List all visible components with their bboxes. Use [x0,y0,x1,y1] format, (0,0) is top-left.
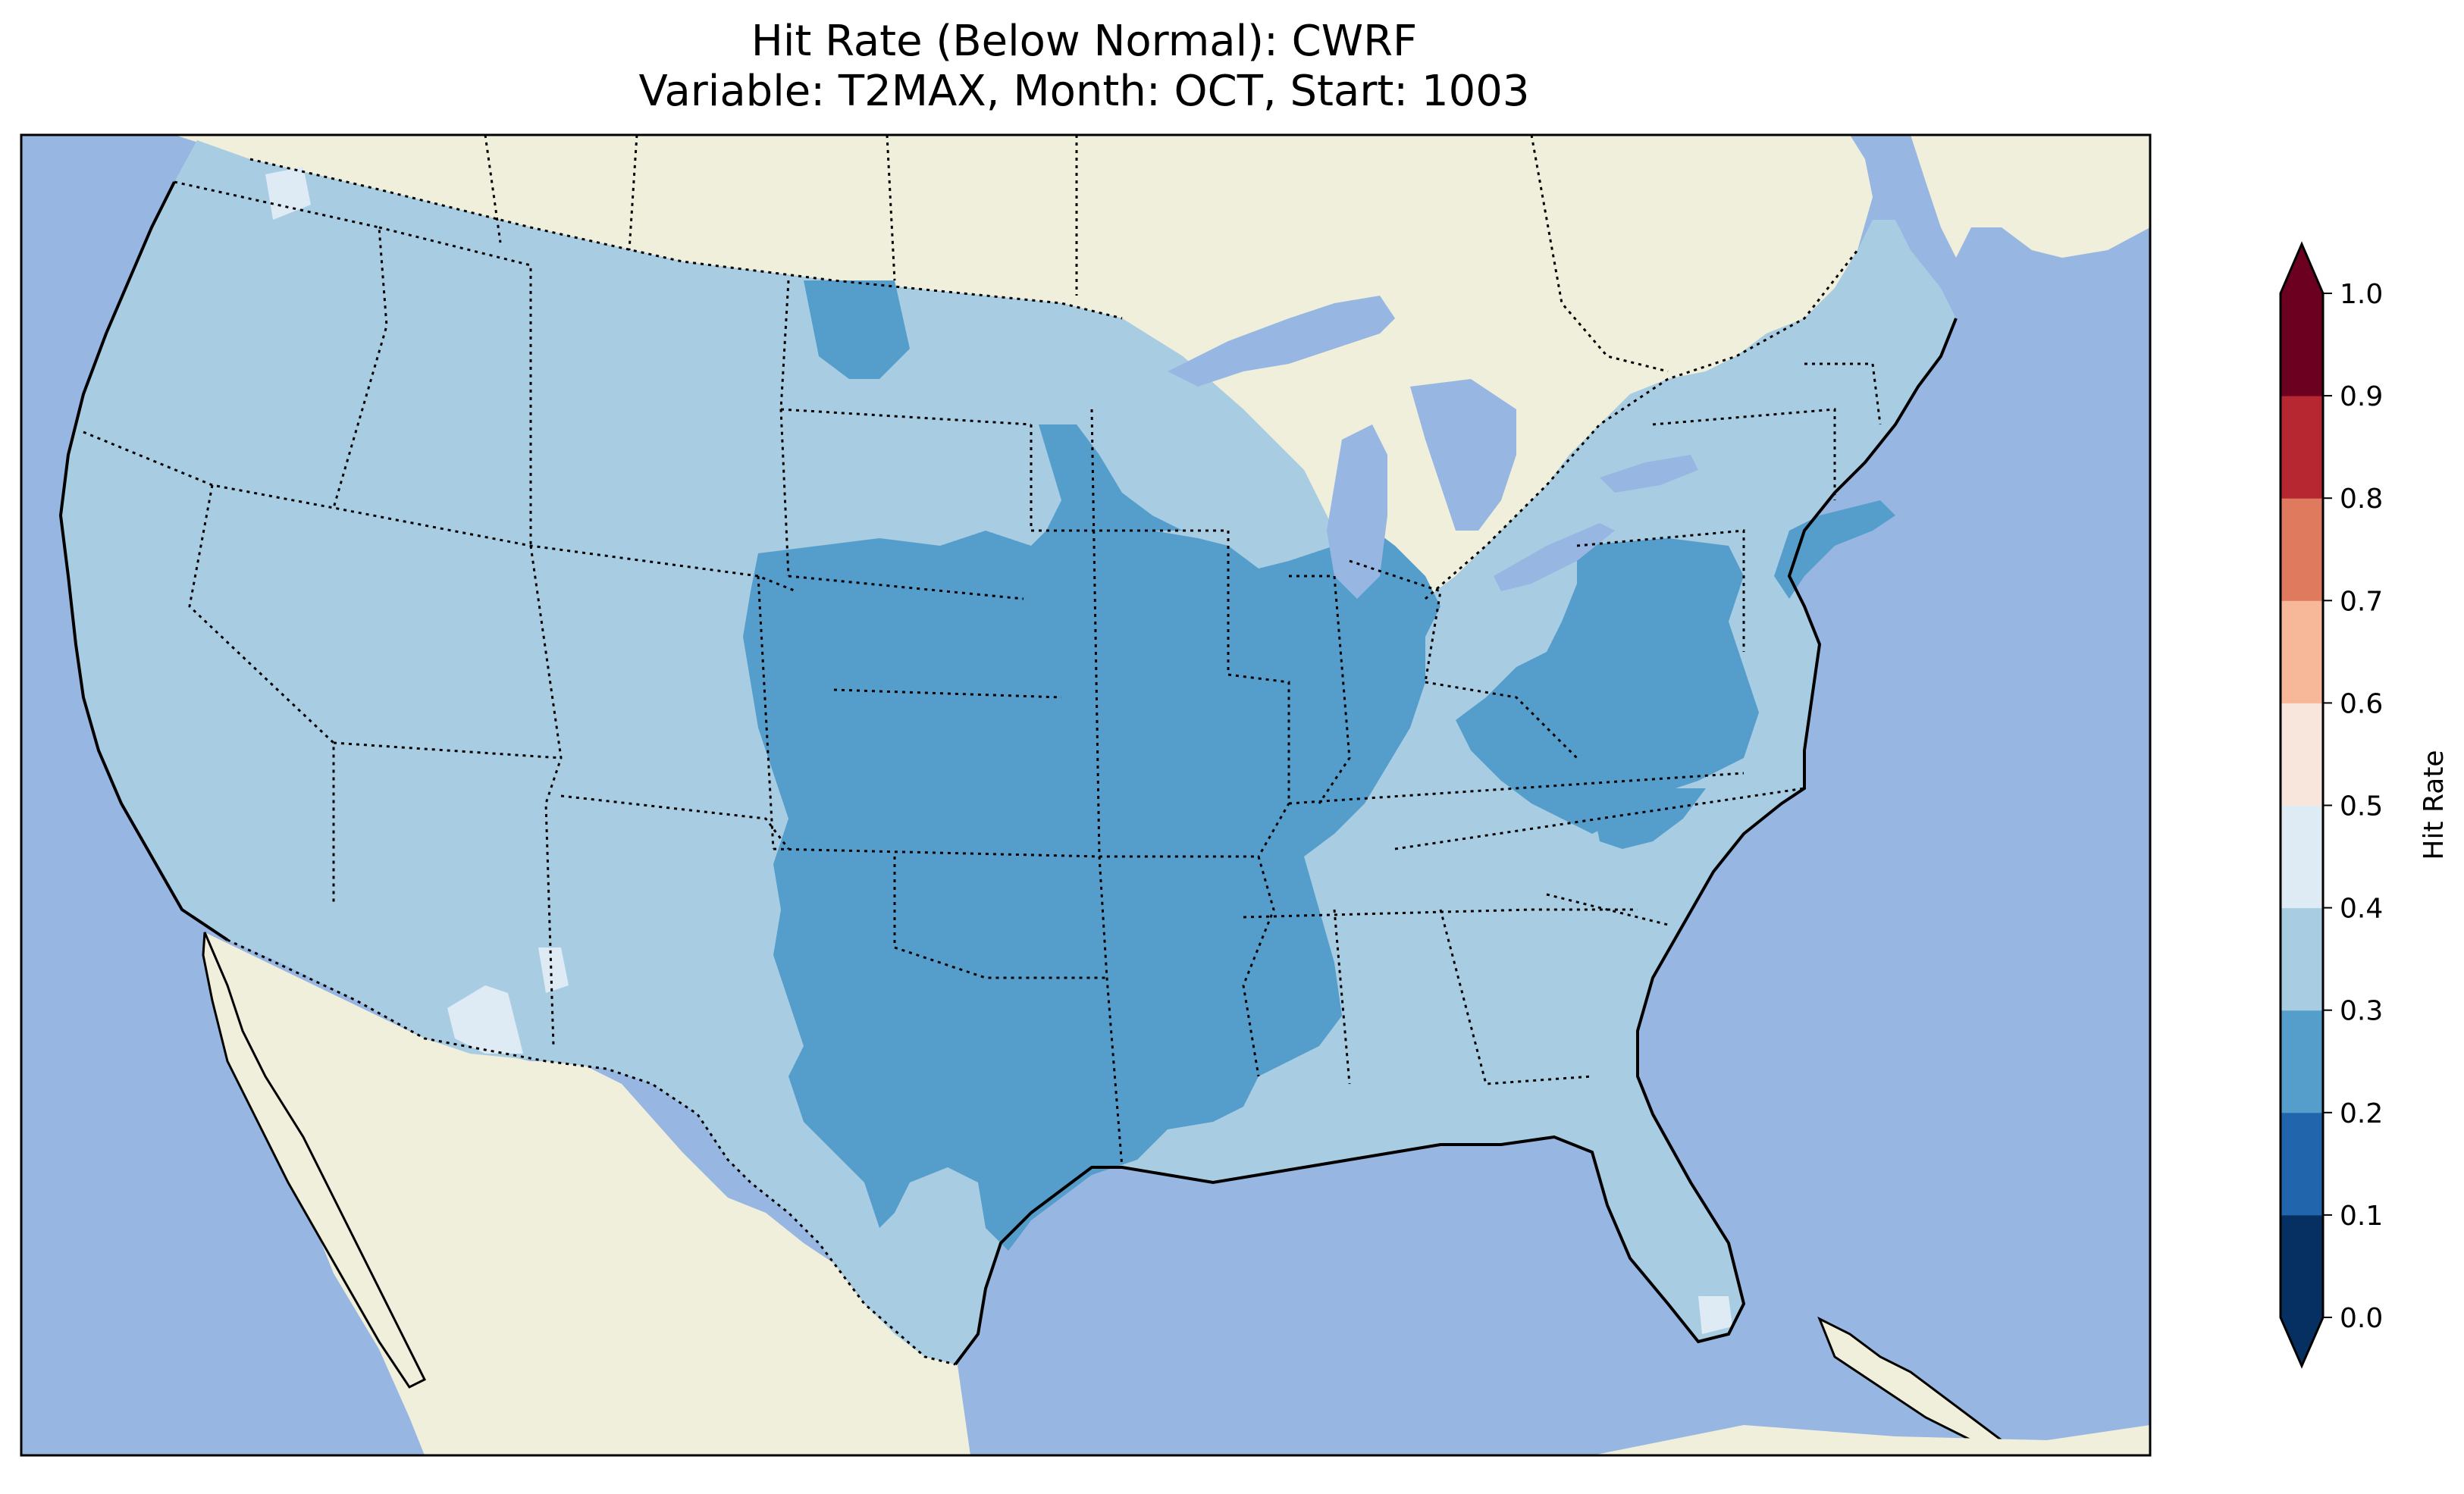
colorbar-tick-label: 0.5 [2340,791,2383,822]
coastline [58,181,229,941]
province-borders [484,135,1669,373]
lake-erie [1494,523,1615,591]
new-mexico-high-cell [538,947,569,993]
newfoundland-land [2047,182,2123,235]
lake-superior [1168,296,1395,387]
colorbar-bin-3 [2281,907,2323,1011]
colorbar-under-arrow [2281,1317,2323,1366]
title-line-2: Variable: T2MAX, Month: OCT, Start: 1003 [638,67,1530,116]
colorbar-bin-5 [2281,703,2323,806]
colorbar-label: Hit Rate [2419,750,2450,860]
upper-midwest-low-region [804,280,910,379]
arizona-high-cell [447,985,523,1054]
colorbar-tick-label: 0.4 [2340,894,2383,925]
colorbar-tick-label: 0.3 [2340,996,2383,1027]
colorbar-bin-1 [2281,1112,2323,1216]
international-borders [227,158,1859,1366]
colorbar-tick-label: 1.0 [2340,279,2383,310]
title-line-1: Hit Rate (Below Normal): CWRF [751,17,1418,66]
baja-land [202,932,427,1389]
florida-high-cell [1698,1296,1732,1334]
lake-ontario [1600,455,1698,493]
gulf-coastline [954,318,1958,1366]
lake-huron [1410,379,1516,531]
colorbar-over-arrow [2281,244,2323,293]
colorbar-tick-label: 0.9 [2340,381,2383,412]
colorbar-bins [2281,293,2323,1318]
northeast-low-region [1774,500,1895,599]
colorbar-bin-0 [2281,1214,2323,1318]
minnesota-low-region [1039,424,1183,531]
colorbar-bin-4 [2281,805,2323,909]
washington-high-cell [265,167,311,220]
colorbar-bin-7 [2281,498,2323,601]
colorbar-bin-8 [2281,396,2323,499]
colorbar-tick-label: 0.1 [2340,1201,2383,1232]
nc-low-region [1592,788,1706,849]
south-america-land [1592,1425,2150,1455]
colorbar-bin-6 [2281,600,2323,703]
colorbar-tick-label: 0.0 [2340,1303,2383,1334]
colorbar-tick-label: 0.8 [2340,484,2383,515]
colorbar-tick-label: 0.6 [2340,688,2383,719]
colorbar-bin-2 [2281,1010,2323,1113]
state-borders [83,180,1882,1168]
colorbar-tick-label: 0.7 [2340,586,2383,617]
colorbar-bin-9 [2281,293,2323,396]
cuba-land [1817,1316,2005,1442]
appalachian-low-region [1456,538,1759,834]
colorbar-tick-label: 0.2 [2340,1098,2383,1129]
map-frame [20,133,2152,1457]
map-title: Hit Rate (Below Normal): CWRF Variable: … [0,17,2168,117]
colorbar-ticks: 0.0 0.1 0.2 0.3 0.4 0.5 0.6 0.7 0.8 0.9 1.0 [2323,279,2383,1334]
lake-michigan [1327,424,1387,599]
